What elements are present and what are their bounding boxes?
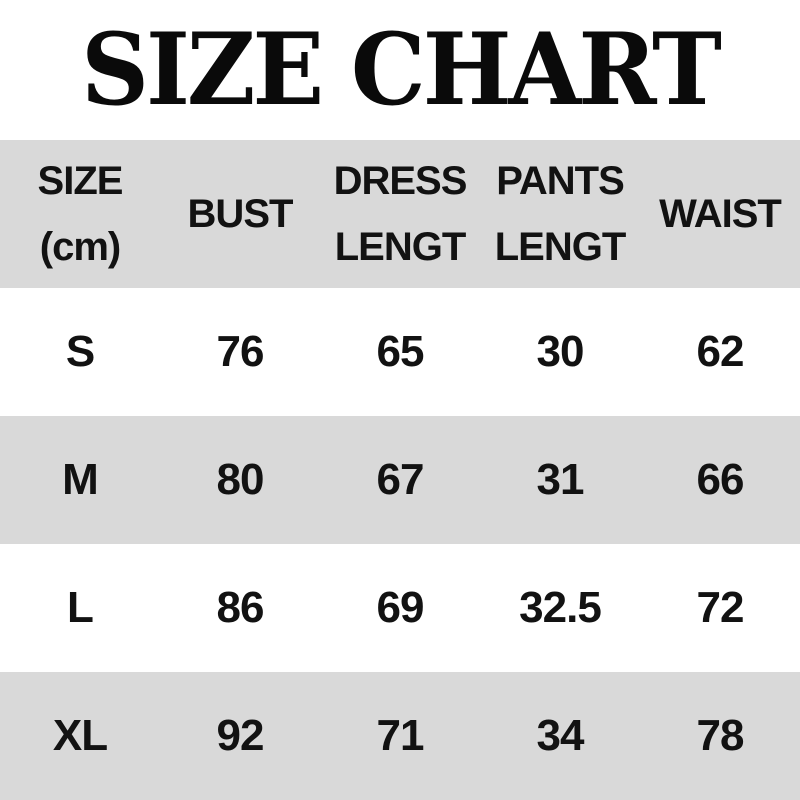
dress-length-cell: 71 bbox=[376, 711, 425, 760]
pants-length-cell: 30 bbox=[536, 327, 585, 376]
waist-cell: 78 bbox=[696, 711, 745, 760]
size-table: SIZE (cm) BUST DRESS LENGT PANTS LENGT W… bbox=[0, 140, 800, 800]
header-line: (cm) bbox=[39, 225, 121, 269]
size-cell: M bbox=[62, 455, 99, 504]
table-header-row: SIZE (cm) BUST DRESS LENGT PANTS LENGT W… bbox=[0, 140, 800, 288]
header-line: LENGT bbox=[334, 225, 467, 269]
header-cell-waist: WAIST bbox=[640, 140, 800, 288]
header-line: WAIST bbox=[659, 192, 782, 236]
waist-cell: 72 bbox=[696, 583, 745, 632]
page-title: SIZE CHART bbox=[81, 11, 722, 129]
waist-cell: 66 bbox=[696, 455, 745, 504]
header-line: LENGT bbox=[494, 225, 627, 269]
size-cell: S bbox=[65, 327, 95, 376]
pants-length-cell: 32.5 bbox=[519, 583, 602, 632]
bust-cell: 80 bbox=[216, 455, 265, 504]
bust-cell: 86 bbox=[216, 583, 265, 632]
dress-length-cell: 69 bbox=[376, 583, 425, 632]
dress-length-cell: 67 bbox=[376, 455, 425, 504]
header-line: SIZE bbox=[37, 159, 124, 203]
size-cell: L bbox=[67, 583, 94, 632]
table-row-m: M 80 67 31 66 bbox=[0, 416, 800, 544]
header-line: PANTS bbox=[496, 159, 625, 203]
header-cell-size: SIZE (cm) bbox=[0, 140, 160, 288]
pants-length-cell: 31 bbox=[536, 455, 585, 504]
bust-cell: 76 bbox=[216, 327, 265, 376]
size-cell: XL bbox=[52, 711, 108, 760]
table-row-s: S 76 65 30 62 bbox=[0, 288, 800, 416]
title-area: SIZE CHART bbox=[0, 0, 800, 140]
waist-cell: 62 bbox=[696, 327, 745, 376]
header-cell-pants-length: PANTS LENGT bbox=[480, 140, 640, 288]
pants-length-cell: 34 bbox=[536, 711, 585, 760]
table-row-xl: XL 92 71 34 78 bbox=[0, 672, 800, 800]
header-line: DRESS bbox=[333, 159, 468, 203]
header-cell-bust: BUST bbox=[160, 140, 320, 288]
header-cell-dress-length: DRESS LENGT bbox=[320, 140, 480, 288]
table-row-l: L 86 69 32.5 72 bbox=[0, 544, 800, 672]
header-line: BUST bbox=[187, 192, 294, 236]
bust-cell: 92 bbox=[216, 711, 265, 760]
dress-length-cell: 65 bbox=[376, 327, 425, 376]
